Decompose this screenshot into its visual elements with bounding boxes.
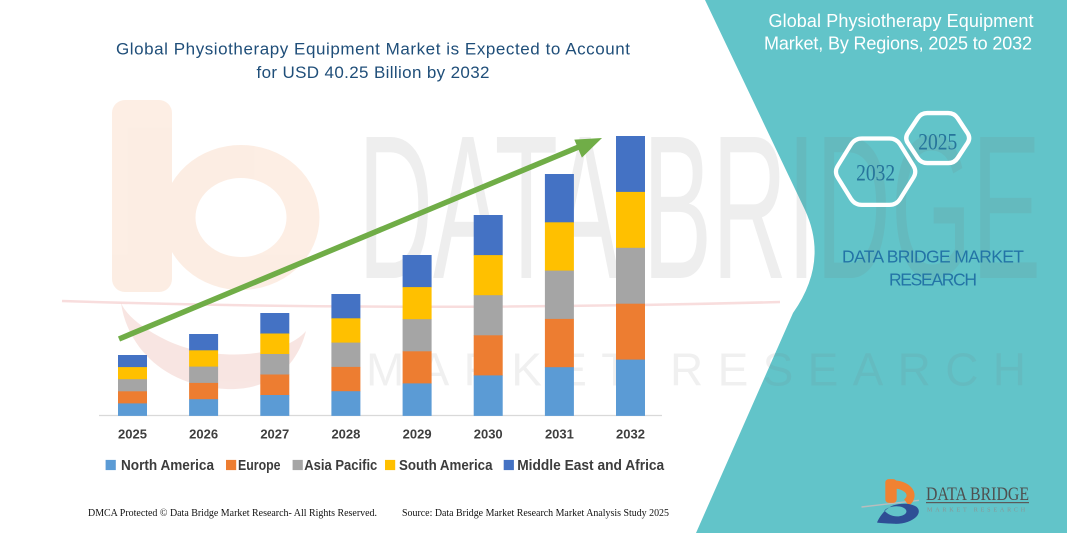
- svg-text:2032: 2032: [616, 427, 645, 442]
- svg-text:DATA BRIDGE MARKET: DATA BRIDGE MARKET: [842, 247, 1024, 267]
- svg-text:2027: 2027: [260, 427, 289, 442]
- svg-text:MARKET RESEARCH: MARKET RESEARCH: [927, 507, 1028, 514]
- svg-text:North America: North America: [121, 458, 215, 474]
- svg-text:2032: 2032: [856, 161, 895, 186]
- svg-text:2025: 2025: [918, 130, 957, 155]
- svg-text:2030: 2030: [474, 427, 503, 442]
- svg-text:2026: 2026: [189, 427, 218, 442]
- svg-text:Source: Data Bridge Market Res: Source: Data Bridge Market Research Mark…: [402, 508, 669, 519]
- svg-text:Europe: Europe: [238, 458, 281, 474]
- svg-text:2025: 2025: [118, 427, 147, 442]
- svg-text:Asia Pacific: Asia Pacific: [304, 458, 377, 474]
- svg-text:2031: 2031: [545, 427, 574, 442]
- svg-text:DMCA Protected © Data Bridge M: DMCA Protected © Data Bridge Market Rese…: [88, 508, 377, 519]
- svg-text:DATA BRIDGE: DATA BRIDGE: [358, 93, 1041, 322]
- svg-text:2028: 2028: [331, 427, 360, 442]
- svg-text:RESEARCH: RESEARCH: [889, 270, 977, 290]
- svg-text:for USD 40.25 Billion by 2032: for USD 40.25 Billion by 2032: [257, 63, 490, 82]
- svg-text:2029: 2029: [403, 427, 432, 442]
- svg-text:Middle East and Africa: Middle East and Africa: [517, 458, 665, 474]
- svg-text:MARKET RESEARCH: MARKET RESEARCH: [366, 344, 1026, 396]
- svg-text:Global Physiotherapy Equipment: Global Physiotherapy Equipment Market is…: [116, 39, 630, 58]
- svg-text:DATA BRIDGE: DATA BRIDGE: [926, 484, 1029, 505]
- svg-text:South America: South America: [399, 458, 493, 474]
- svg-text:Market, By Regions, 2025 to 20: Market, By Regions, 2025 to 2032: [764, 34, 1032, 54]
- svg-text:Global Physiotherapy Equipment: Global Physiotherapy Equipment: [769, 11, 1034, 31]
